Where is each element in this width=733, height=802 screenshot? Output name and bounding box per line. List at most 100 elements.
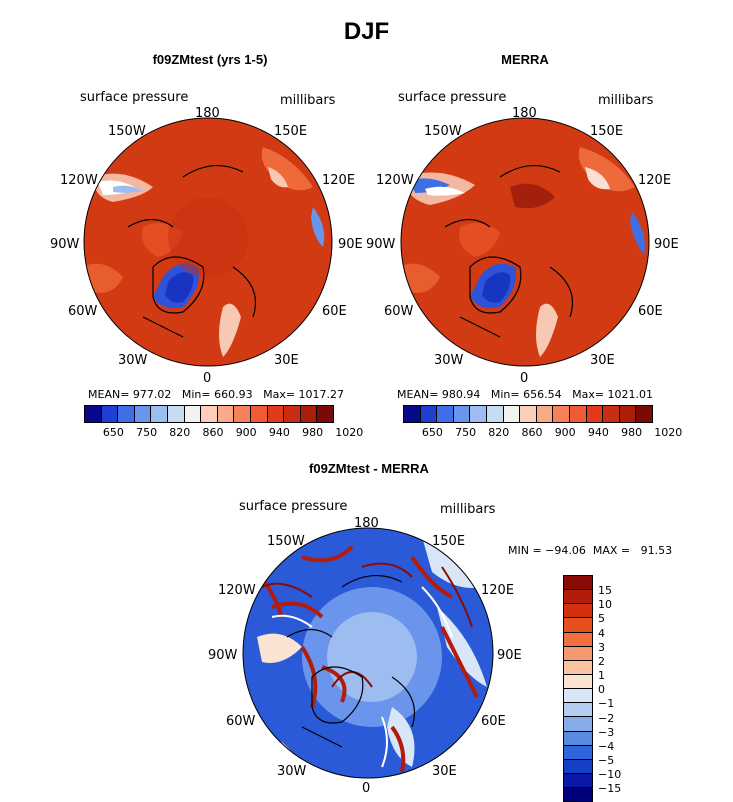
colorbar-tick-label: 10: [598, 598, 612, 612]
colorbar-swatch: [563, 758, 593, 774]
colorbar-swatch: [563, 603, 593, 619]
panel-3-lon-120E: 120E: [481, 583, 515, 598]
colorbar-swatch: [602, 405, 620, 423]
colorbar-tick-label: 1020: [654, 426, 683, 439]
panel-3-lon-90E: 90E: [497, 648, 522, 663]
panel-2-stats: MEAN= 980.94 Min= 656.54 Max= 1021.01: [397, 388, 654, 401]
panel-2-lon-30E: 30E: [590, 353, 615, 368]
panel-1-lon-90W: 90W: [50, 237, 80, 252]
panel-1-polar-map: [83, 117, 333, 367]
colorbar-tick-label: 860: [202, 426, 224, 439]
colorbar-tick-label: 860: [521, 426, 543, 439]
colorbar-swatch: [249, 405, 268, 423]
panel-2-polar-map: [400, 117, 650, 367]
panel-1-field-label: surface pressure: [80, 90, 189, 105]
panel-2-title: MERRA: [501, 52, 549, 67]
colorbar-swatch: [84, 405, 102, 423]
colorbar-swatch: [563, 673, 593, 690]
colorbar-tick-label: 1020: [335, 426, 364, 439]
colorbar-tick-label: 650: [421, 426, 443, 439]
colorbar-tick-label: 980: [621, 426, 643, 439]
colorbar-tick-label: −15: [598, 782, 622, 796]
colorbar-swatch: [563, 631, 593, 647]
panel-1-lon-120E: 120E: [322, 173, 356, 188]
panel-1-lon-150W: 150W: [108, 124, 146, 139]
colorbar-swatch: [563, 787, 593, 802]
colorbar-swatch: [200, 405, 218, 423]
panel-3-lon-90W: 90W: [208, 648, 238, 663]
colorbar-swatch: [563, 617, 593, 633]
panel-1-lon-30E: 30E: [274, 353, 299, 368]
colorbar-tick-label: −1: [598, 697, 615, 711]
panel-1-colorbar: [84, 405, 334, 423]
panel-1-lon-180: 180: [195, 106, 220, 121]
panel-2-lon-150W: 150W: [424, 124, 462, 139]
colorbar-swatch: [283, 405, 301, 423]
colorbar-tick-label: 980: [302, 426, 324, 439]
panel-2-lon-120E: 120E: [638, 173, 672, 188]
colorbar-tick-label: 0: [598, 683, 605, 697]
colorbar-swatch: [266, 405, 285, 423]
colorbar-swatch: [502, 405, 521, 423]
panel-3-field-label: surface pressure: [239, 499, 348, 514]
panel-3-units-label: millibars: [440, 502, 496, 517]
colorbar-tick-label: 4: [598, 626, 605, 640]
panel-3-polar-map: [242, 527, 494, 779]
panel-3-lon-60E: 60E: [481, 714, 506, 729]
panel-2-lon-60W: 60W: [384, 304, 414, 319]
colorbar-swatch: [117, 405, 135, 423]
colorbar-swatch: [563, 589, 593, 605]
colorbar-tick-label: 750: [455, 426, 477, 439]
panel-1-title: f09ZMtest (yrs 1-5): [152, 52, 268, 67]
panel-2-lon-150E: 150E: [590, 124, 624, 139]
colorbar-swatch: [563, 730, 593, 746]
panel-2-lon-30W: 30W: [434, 353, 464, 368]
panel-1-lon-60W: 60W: [68, 304, 98, 319]
colorbar-tick-label: −2: [598, 711, 615, 725]
colorbar-swatch: [563, 575, 593, 591]
panel-2-lon-0: 0: [520, 371, 529, 386]
colorbar-tick-label: 5: [598, 612, 605, 626]
colorbar-swatch: [452, 405, 471, 423]
colorbar-swatch: [585, 405, 604, 423]
colorbar-tick-label: 900: [554, 426, 576, 439]
colorbar-swatch: [563, 688, 593, 704]
panel-2-field-label: surface pressure: [398, 90, 507, 105]
colorbar-swatch: [635, 405, 653, 423]
colorbar-tick-label: −4: [598, 739, 615, 753]
colorbar-tick-label: −10: [598, 768, 622, 782]
colorbar-swatch: [563, 772, 593, 789]
panel-3-lon-120W: 120W: [218, 583, 256, 598]
panel-1-lon-60E: 60E: [322, 304, 347, 319]
colorbar-swatch: [150, 405, 168, 423]
colorbar-swatch: [563, 702, 593, 718]
panel-3-lon-30E: 30E: [432, 764, 457, 779]
panel-1-lon-90E: 90E: [338, 237, 363, 252]
colorbar-swatch: [316, 405, 334, 423]
colorbar-swatch: [563, 744, 593, 760]
colorbar-swatch: [618, 405, 637, 423]
colorbar-tick-label: 900: [235, 426, 257, 439]
colorbar-swatch: [535, 405, 554, 423]
colorbar-swatch: [183, 405, 202, 423]
colorbar-swatch: [469, 405, 487, 423]
colorbar-swatch: [519, 405, 537, 423]
colorbar-tick-label: 1: [598, 669, 605, 683]
colorbar-swatch: [563, 645, 593, 661]
colorbar-tick-label: 940: [268, 426, 290, 439]
colorbar-tick-label: −5: [598, 753, 615, 767]
colorbar-swatch: [563, 716, 593, 732]
panel-2-lon-60E: 60E: [638, 304, 663, 319]
colorbar-swatch: [299, 405, 318, 423]
colorbar-swatch: [563, 659, 593, 675]
panel-2-lon-120W: 120W: [376, 173, 414, 188]
panel-2-lon-180: 180: [512, 106, 537, 121]
colorbar-swatch: [485, 405, 504, 423]
colorbar-swatch: [419, 405, 438, 423]
colorbar-tick-label: 2: [598, 654, 605, 668]
panel-1-lon-120W: 120W: [60, 173, 98, 188]
colorbar-swatch: [552, 405, 570, 423]
panel-3-lon-60W: 60W: [226, 714, 256, 729]
panel-3-lon-150W: 150W: [267, 534, 305, 549]
panel-3-colorbar: [563, 575, 593, 802]
